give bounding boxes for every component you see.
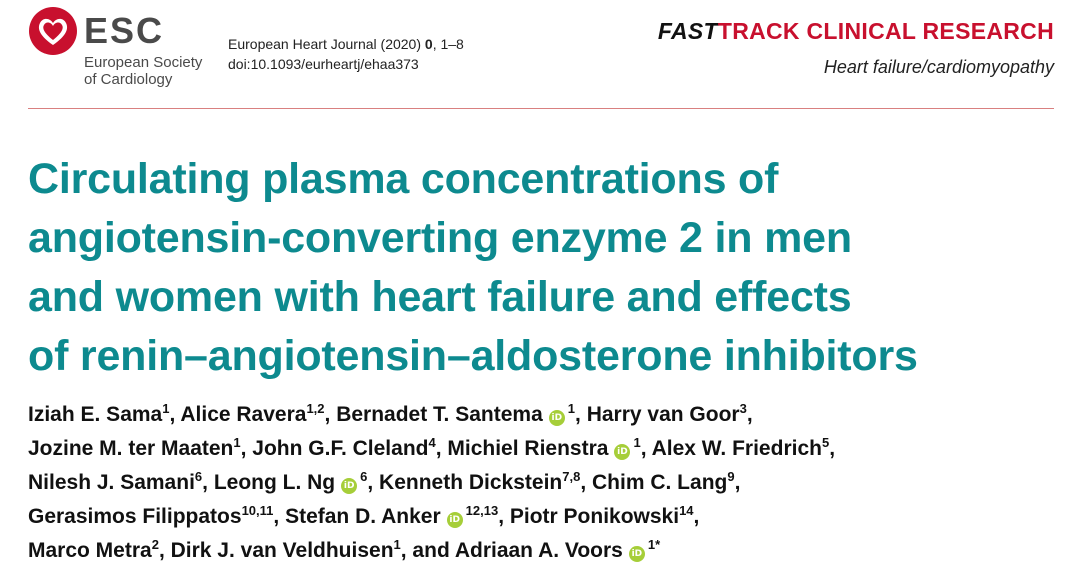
author-name[interactable]: Gerasimos Filippatos — [28, 505, 242, 528]
author-separator: , — [240, 437, 253, 460]
author-separator: , — [575, 403, 587, 426]
author-line: Iziah E. Sama1, Alice Ravera1,2, Bernade… — [28, 398, 1068, 432]
journal-name: European Heart Journal (2020) — [228, 36, 422, 52]
journal-volume: 0 — [424, 36, 433, 52]
author-affiliation: 1 — [633, 435, 641, 450]
author-affiliation: 1* — [647, 537, 661, 552]
author-separator: , — [829, 437, 836, 460]
author-name[interactable]: Alice Ravera — [180, 403, 307, 426]
author-affiliation: 1 — [162, 401, 170, 416]
author-name[interactable]: Harry van Goor — [586, 403, 740, 426]
author-line: Jozine M. ter Maaten1, John G.F. Cleland… — [28, 432, 1068, 466]
orcid-icon[interactable]: iD — [628, 546, 645, 562]
title-line: angiotensin-converting enzyme 2 in men — [28, 214, 852, 262]
author-separator: , — [640, 437, 652, 460]
heart-logo-icon — [29, 7, 77, 55]
journal-pages: , 1–8 — [432, 36, 464, 52]
header-divider — [28, 108, 1054, 109]
orcid-icon[interactable]: iD — [341, 478, 358, 494]
author-name[interactable]: Nilesh J. Samani — [28, 471, 195, 494]
author-name[interactable]: Bernadet T. Santema — [336, 403, 543, 426]
article-category: Heart failure/cardiomyopathy — [823, 57, 1054, 77]
title-line: and women with heart failure and effects — [28, 273, 852, 321]
author-affiliation: 6 — [360, 469, 368, 484]
author-list: Iziah E. Sama1, Alice Ravera1,2, Bernade… — [28, 398, 1068, 568]
orcid-icon[interactable]: iD — [614, 444, 631, 460]
author-name[interactable]: Kenneth Dickstein — [379, 471, 563, 494]
author-separator: , — [273, 505, 286, 528]
author-name[interactable]: Adriaan A. Voors — [454, 539, 623, 562]
author-separator: , — [158, 539, 171, 562]
author-affiliation: 1 — [567, 401, 576, 416]
article-title: Circulating plasma concentrations of ang… — [28, 150, 1058, 386]
esc-logo: ESC European Society of Cardiology — [28, 6, 223, 92]
author-name[interactable]: Michiel Rienstra — [447, 437, 609, 460]
author-affiliation: 7,8 — [562, 469, 581, 484]
author-affiliation: 1 — [233, 435, 241, 450]
author-separator: , — [580, 471, 593, 494]
logo-abbrev: ESC — [84, 10, 165, 51]
author-affiliation: 2 — [151, 537, 159, 552]
logo-society-name: European Society of Cardiology — [84, 54, 203, 88]
author-affiliation: 6 — [194, 469, 203, 484]
author-affiliation: 3 — [739, 401, 747, 416]
author-name[interactable]: Stefan D. Anker — [285, 505, 441, 528]
author-name[interactable]: Marco Metra — [28, 539, 152, 562]
author-affiliation: 1,2 — [306, 401, 325, 416]
section-label: FASTTRACK CLINICAL RESEARCH — [657, 18, 1054, 44]
author-name[interactable]: Iziah E. Sama — [28, 403, 163, 426]
author-line: Marco Metra2, Dirk J. van Veldhuisen1, a… — [28, 534, 1068, 568]
journal-doi[interactable]: doi:10.1093/eurheartj/ehaa373 — [228, 56, 419, 72]
author-affiliation: 12,13 — [465, 503, 499, 518]
author-name[interactable]: Dirk J. van Veldhuisen — [170, 539, 394, 562]
author-affiliation: 14 — [679, 503, 694, 518]
orcid-icon[interactable]: iD — [548, 410, 565, 426]
author-separator: , and — [400, 539, 455, 562]
author-separator: , — [734, 471, 741, 494]
author-separator: , — [498, 505, 510, 528]
author-name[interactable]: John G.F. Cleland — [252, 437, 429, 460]
author-affiliation: 9 — [727, 469, 735, 484]
author-line: Nilesh J. Samani6, Leong L. Ng iD6, Kenne… — [28, 466, 1068, 500]
author-affiliation: 5 — [821, 435, 830, 450]
author-name[interactable]: Jozine M. ter Maaten — [28, 437, 234, 460]
author-separator: , — [324, 403, 337, 426]
author-separator: , — [435, 437, 448, 460]
author-separator: , — [202, 471, 214, 494]
author-separator: , — [746, 403, 753, 426]
author-separator: , — [169, 403, 181, 426]
orcid-icon[interactable]: iD — [446, 512, 463, 528]
author-affiliation: 10,11 — [241, 503, 274, 518]
author-affiliation: 1 — [393, 537, 401, 552]
title-line: Circulating plasma concentrations of — [28, 155, 779, 203]
author-separator: , — [367, 471, 380, 494]
author-name[interactable]: Alex W. Friedrich — [651, 437, 822, 460]
author-line: Gerasimos Filippatos10,11, Stefan D. Ank… — [28, 500, 1068, 534]
author-name[interactable]: Chim C. Lang — [592, 471, 728, 494]
journal-citation: European Heart Journal (2020) 0, 1–8 doi… — [228, 34, 464, 74]
author-affiliation: 4 — [428, 435, 436, 450]
author-separator: , — [693, 505, 700, 528]
author-name[interactable]: Leong L. Ng — [213, 471, 336, 494]
author-name[interactable]: Piotr Ponikowski — [509, 505, 680, 528]
title-line: of renin–angiotensin–aldosterone inhibit… — [28, 332, 918, 380]
